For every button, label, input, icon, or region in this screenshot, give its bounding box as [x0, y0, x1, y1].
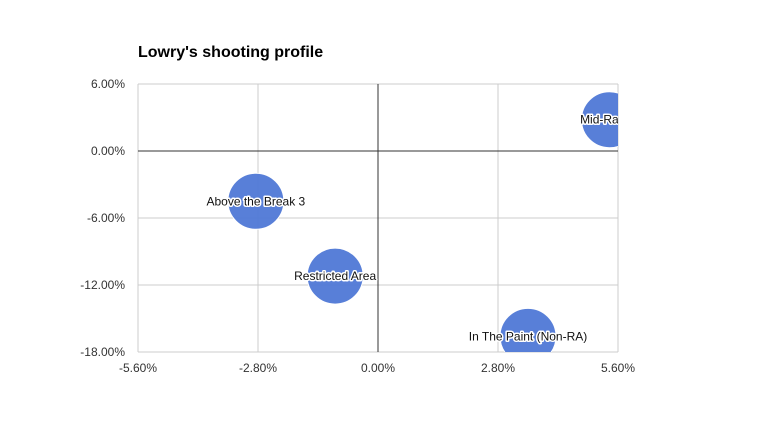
- bubbles: [227, 91, 637, 364]
- x-tick-label: -2.80%: [239, 361, 277, 375]
- bubble-point[interactable]: [499, 307, 557, 364]
- y-tick-label: -18.00%: [80, 345, 125, 359]
- x-axis-ticks: -5.60% -2.80% 0.00% 2.80% 5.60%: [119, 361, 635, 375]
- bubble-labels: Mid-Range Above the Break 3 Restricted Are…: [205, 111, 639, 345]
- y-tick-label: -6.00%: [87, 211, 125, 225]
- y-tick-label: -12.00%: [80, 278, 125, 292]
- x-tick-label: 5.60%: [601, 361, 635, 375]
- x-tick-label: -5.60%: [119, 361, 157, 375]
- y-tick-label: 0.00%: [91, 144, 125, 158]
- bubble-label: In The Paint (Non-RA): [469, 329, 588, 343]
- bubble-point[interactable]: [227, 172, 285, 230]
- bubble-label: Mid-Range: [580, 113, 639, 127]
- zero-axes: [138, 84, 618, 352]
- bubble-label: Above the Break 3: [206, 194, 305, 208]
- x-tick-label: 2.80%: [481, 361, 515, 375]
- bubble-label: Restricted Area: [294, 269, 376, 283]
- x-tick-label: 0.00%: [361, 361, 395, 375]
- bubble-point[interactable]: [580, 91, 637, 149]
- y-tick-label: 6.00%: [91, 77, 125, 91]
- chart-title: Lowry's shooting profile: [138, 44, 324, 61]
- bubble-point[interactable]: [306, 247, 364, 305]
- y-axis-ticks: 6.00% 0.00% -6.00% -12.00% -18.00%: [80, 77, 125, 359]
